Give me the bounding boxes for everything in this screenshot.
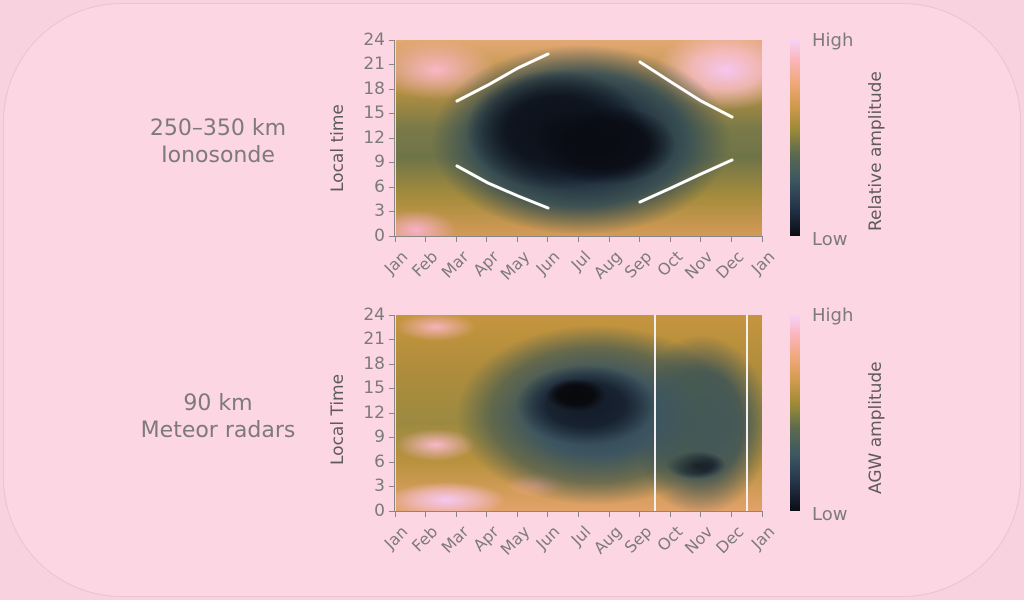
meteor-radar-heatmap <box>396 315 762 511</box>
y-tick: 12 <box>363 403 385 423</box>
colorbar-low-label: Low <box>812 504 848 525</box>
y-tick: 21 <box>363 329 385 349</box>
y-tick: 9 <box>374 427 385 447</box>
colorbar-high-label: High <box>812 305 854 326</box>
x-axis-line <box>394 511 763 512</box>
ionosonde-heatmap <box>396 40 762 236</box>
y-tick: 24 <box>363 30 385 50</box>
y-tick: 0 <box>374 226 385 246</box>
y-tick: 3 <box>374 201 385 221</box>
y-tick: 12 <box>363 128 385 148</box>
vertical-marker-line <box>746 315 748 511</box>
y-tick: 6 <box>374 452 385 472</box>
colorbar-agw-amplitude <box>790 315 800 511</box>
y-tick: 24 <box>363 305 385 325</box>
panel-label-line1: 90 km <box>183 391 253 416</box>
y-axis-label: Local time <box>328 104 348 192</box>
annotation-lines <box>455 52 734 210</box>
x-axis-line <box>394 236 763 237</box>
colorbar-high-label: High <box>812 30 854 51</box>
y-tick: 0 <box>374 501 385 521</box>
panel-label-meteor-radars: 90 km Meteor radars <box>108 390 328 444</box>
panel-label-line1: 250–350 km <box>149 116 287 141</box>
y-tick: 3 <box>374 476 385 496</box>
y-tick: 18 <box>363 354 385 374</box>
colorbar-title: Relative amplitude <box>866 71 886 231</box>
colorbar-title: AGW amplitude <box>866 361 886 494</box>
y-tick: 9 <box>374 152 385 172</box>
y-axis-label: Local Time <box>328 373 348 465</box>
heatmap-fill <box>396 40 762 236</box>
colorbar-low-label: Low <box>812 229 848 250</box>
y-tick: 15 <box>363 378 385 398</box>
vertical-marker-line <box>654 315 656 511</box>
y-tick: 15 <box>363 103 385 123</box>
panel-label-line2: Meteor radars <box>140 418 296 443</box>
colorbar-relative-amplitude <box>790 40 800 236</box>
y-tick: 6 <box>374 177 385 197</box>
y-tick: 18 <box>363 79 385 99</box>
panel-label-ionosonde: 250–350 km Ionosonde <box>108 115 328 169</box>
y-axis-line <box>394 315 395 512</box>
y-axis-line <box>394 40 395 237</box>
panel-label-line2: Ionosonde <box>161 143 275 168</box>
heatmap-fill <box>396 315 762 511</box>
y-tick: 21 <box>363 54 385 74</box>
